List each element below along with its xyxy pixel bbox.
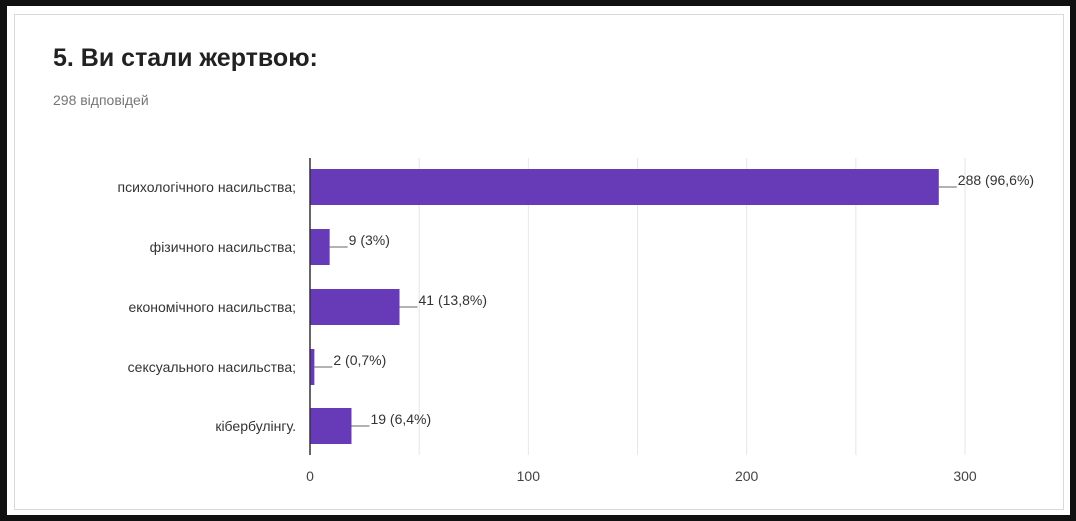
data-label: 19 (6,4%) [370, 411, 431, 427]
data-label: 2 (0,7%) [333, 352, 386, 368]
response-count: 298 відповідей [53, 92, 149, 108]
grid-lines [418, 158, 966, 455]
data-label: 9 (3%) [349, 232, 390, 248]
x-tick-label: 100 [517, 468, 541, 484]
category-label: економічного насильства; [128, 299, 296, 315]
chart-title: 5. Ви стали жертвою: [53, 44, 318, 72]
chart-card [14, 14, 1064, 510]
bar [310, 408, 352, 444]
bar [310, 169, 939, 205]
bar [310, 289, 400, 325]
bars [310, 169, 939, 444]
bar [310, 229, 330, 265]
data-label: 288 (96,6%) [958, 172, 1034, 188]
x-tick-label: 0 [306, 468, 314, 484]
category-label: кібербулінгу. [215, 418, 296, 434]
bar [310, 349, 315, 385]
data-label: 41 (13,8%) [419, 292, 487, 308]
axes: 0 100 200 300 [306, 158, 977, 484]
x-tick-label: 200 [735, 468, 759, 484]
labels: психологічного насильства; 288 (96,6%) фіз… [117, 172, 1034, 434]
x-tick-label: 300 [953, 468, 977, 484]
category-label: психологічного насильства; [117, 179, 296, 195]
category-label: фізичного насильства; [150, 239, 296, 255]
category-label: сексуального насильства; [128, 359, 296, 375]
